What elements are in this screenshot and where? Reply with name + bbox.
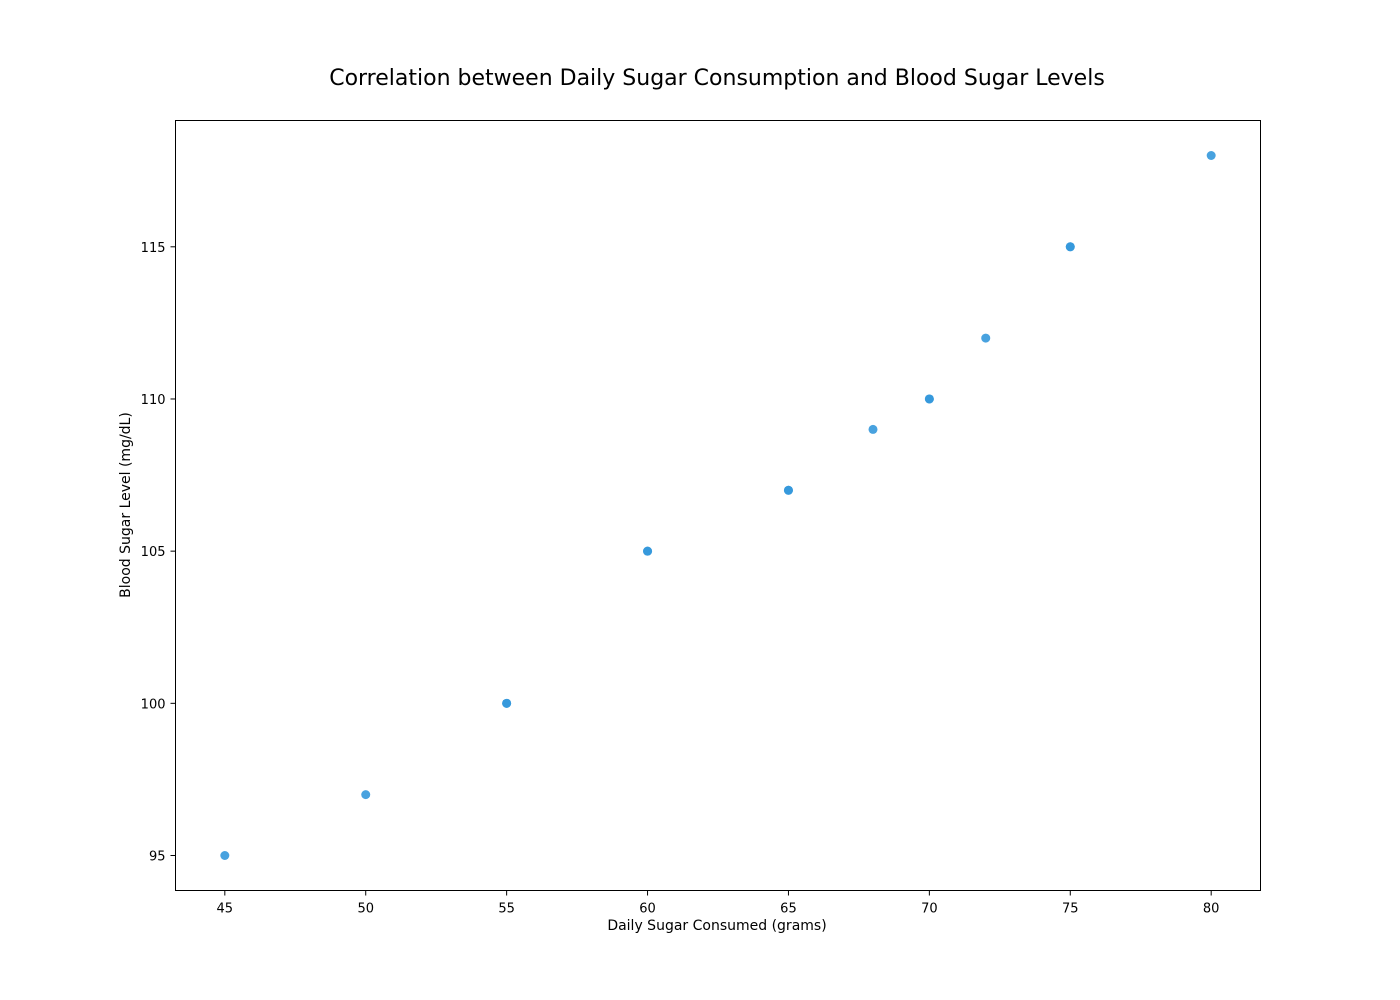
x-axis: 45 50 55 60 65 70 75 80 (217, 890, 1220, 917)
data-point (924, 394, 934, 404)
x-tick-label: 80 (1203, 902, 1220, 917)
data-point (783, 485, 793, 495)
data-point (868, 424, 878, 434)
y-tick-label: 95 (149, 850, 166, 865)
data-point (361, 790, 371, 800)
x-tick-label: 55 (498, 902, 515, 917)
y-tick-label: 110 (141, 393, 166, 408)
data-point (1065, 242, 1075, 252)
y-tick-label: 115 (141, 241, 166, 256)
x-tick-label: 60 (639, 902, 656, 917)
y-axis-label: Blood Sugar Level (mg/dL) (118, 412, 134, 598)
x-axis-label: Daily Sugar Consumed (grams) (607, 918, 826, 934)
y-tick-label: 105 (141, 545, 166, 560)
x-tick-label: 70 (921, 902, 938, 917)
data-point (643, 546, 653, 556)
chart-title: Correlation between Daily Sugar Consumpt… (329, 66, 1105, 91)
y-axis: 95 100 105 110 115 (141, 241, 176, 865)
data-point (220, 851, 230, 860)
x-tick-label: 45 (217, 902, 234, 917)
plot-area-frame (175, 120, 1261, 891)
data-point (981, 333, 991, 343)
x-tick-label: 50 (357, 902, 374, 917)
data-point (1206, 151, 1216, 160)
x-tick-label: 65 (780, 902, 797, 917)
x-tick-label: 75 (1062, 902, 1079, 917)
y-tick-label: 100 (141, 697, 166, 712)
scatter-points (220, 151, 1216, 860)
data-point (502, 698, 512, 708)
